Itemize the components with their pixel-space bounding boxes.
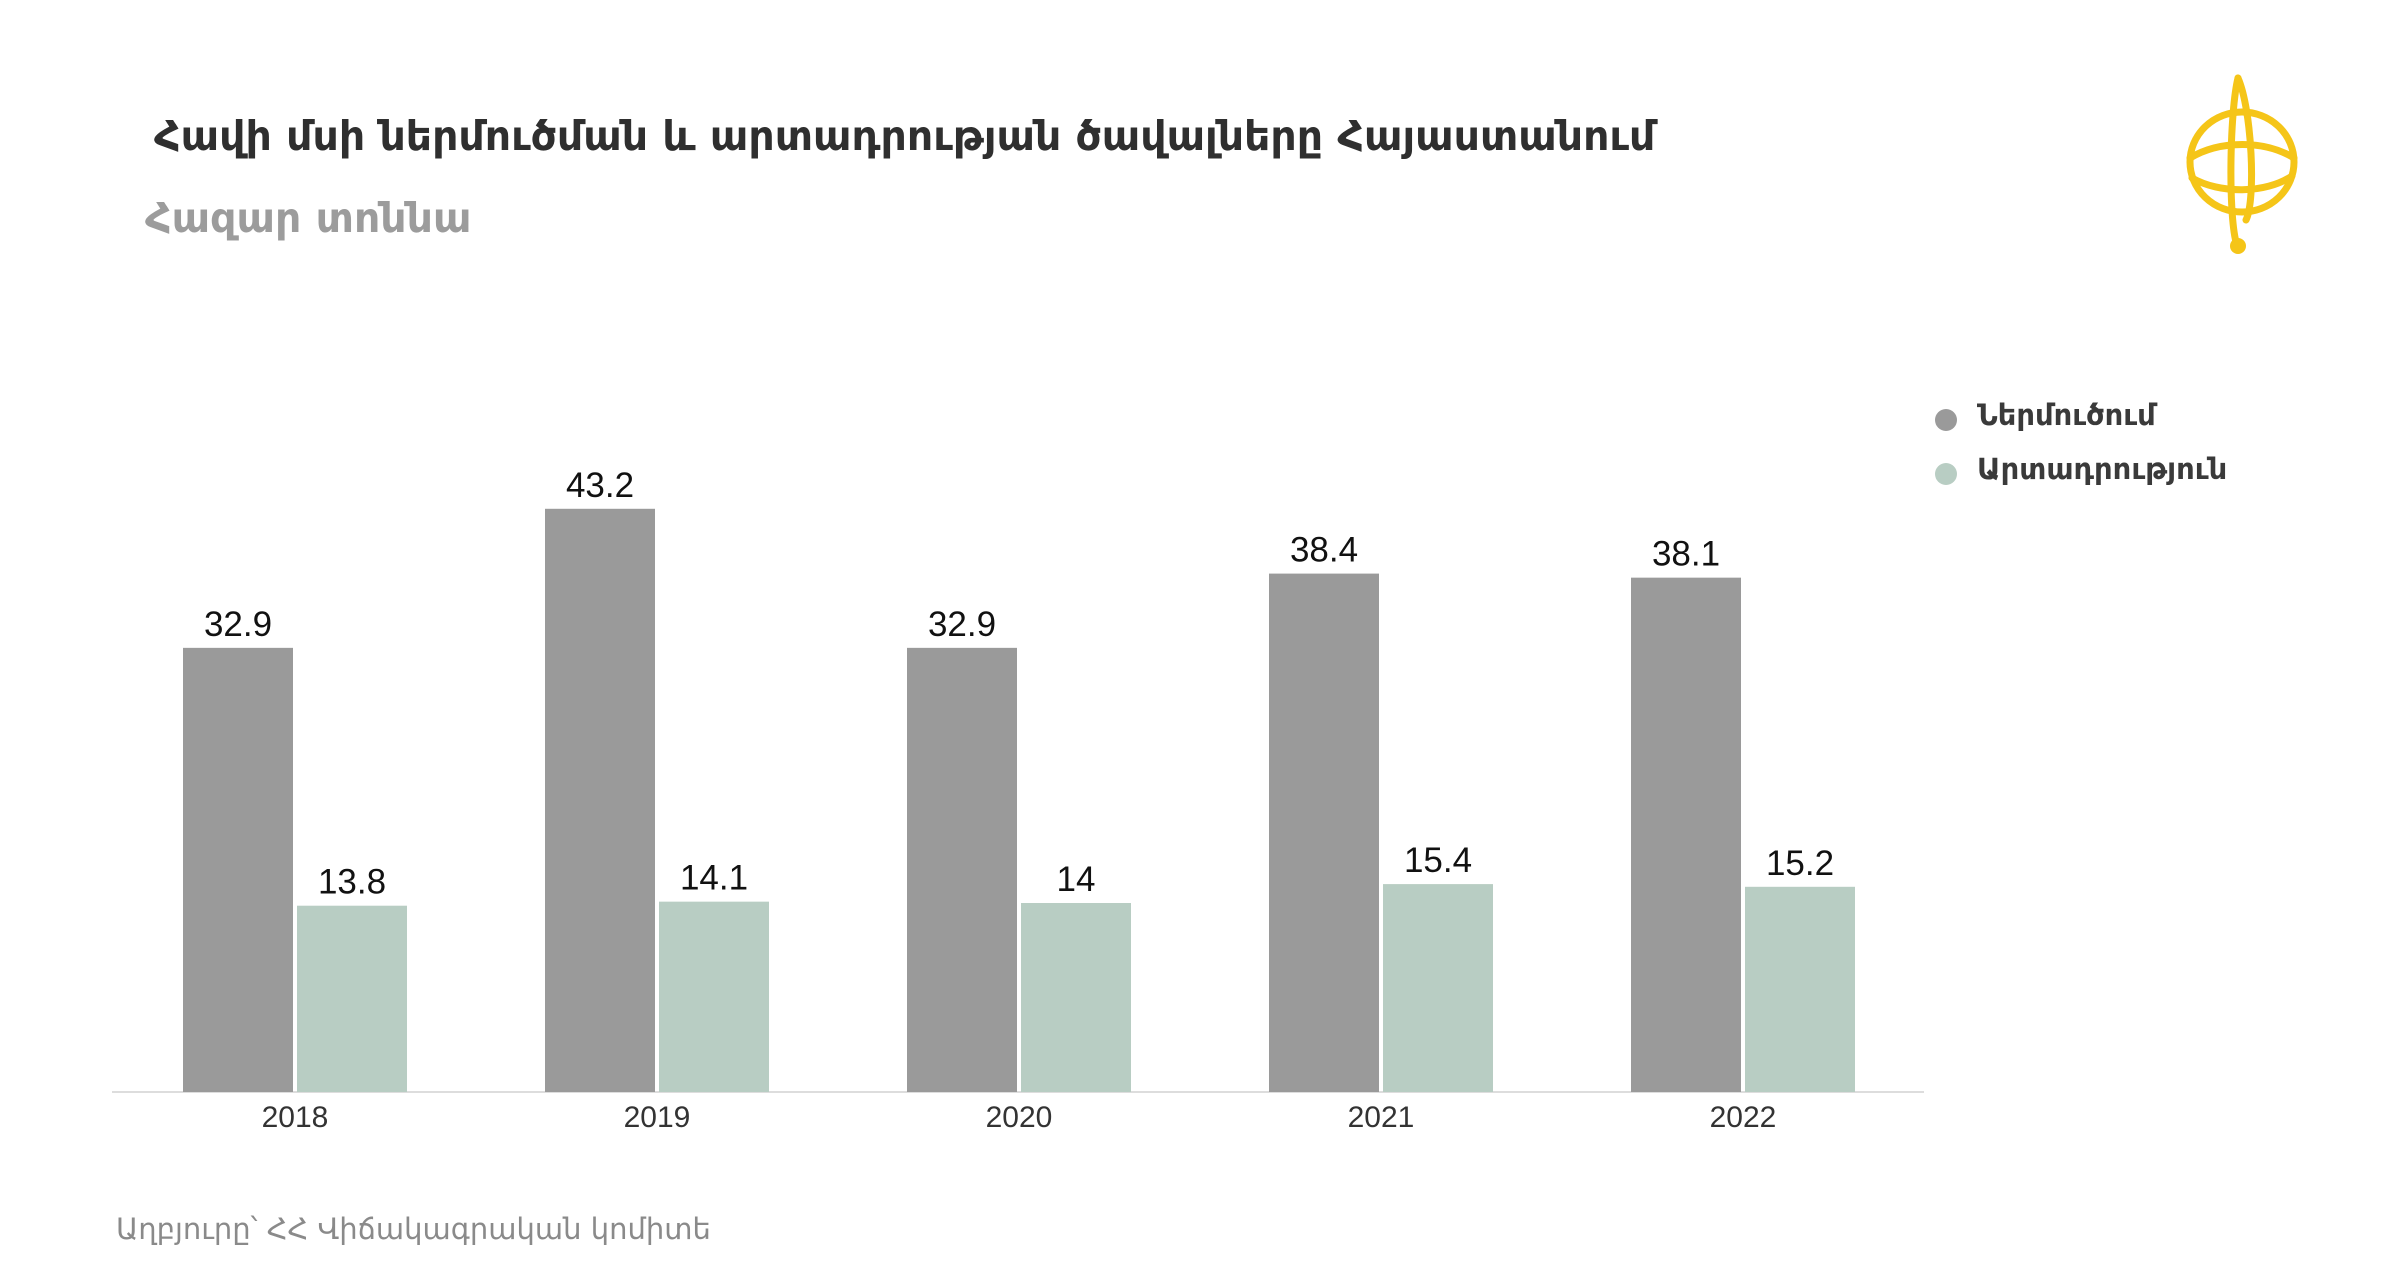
value-label-import-2018: 32.9 [204, 605, 272, 644]
value-label-production-2022: 15.2 [1766, 844, 1834, 883]
x-tick-label-2020: 2020 [986, 1101, 1053, 1134]
value-label-production-2019: 14.1 [680, 859, 748, 898]
bar-production-2021 [1383, 884, 1493, 1092]
value-label-import-2020: 32.9 [928, 605, 996, 644]
bar-production-2020 [1021, 903, 1131, 1092]
bar-import-2020 [907, 647, 1017, 1092]
bar-import-2022 [1631, 577, 1741, 1092]
chart-title: Հավի մսի ներմուծման և արտադրության ծավալ… [154, 112, 1656, 160]
legend-swatch-production [1935, 463, 1957, 485]
value-label-import-2019: 43.2 [566, 466, 634, 505]
legend-item-import: Ներմուծում [1935, 388, 2227, 442]
source-note: Աղբյուրը՝ ՀՀ Վիճակագրական կոմիտե [116, 1212, 711, 1246]
bar-production-2018 [297, 905, 407, 1092]
x-tick-label-2018: 2018 [262, 1101, 329, 1134]
bar-import-2018 [183, 647, 293, 1092]
x-tick-label-2022: 2022 [1710, 1101, 1777, 1134]
globe-pin-logo-icon [2186, 74, 2298, 254]
x-tick-label-2021: 2021 [1348, 1101, 1415, 1134]
chart-subtitle: Հազար տոննա [145, 194, 472, 242]
value-label-production-2018: 13.8 [318, 863, 386, 902]
bar-chart: 32.9 13.8 43.2 14.1 32.9 14 38.4 15.4 38.1 15.2 2… [112, 466, 1924, 1134]
value-labels-group: 32.9 13.8 43.2 14.1 32.9 14 38.4 15.4 38.1 15.2 [204, 466, 1834, 902]
value-label-production-2020: 14 [1057, 860, 1096, 899]
bar-production-2022 [1745, 886, 1855, 1092]
bar-import-2019 [545, 508, 655, 1092]
legend: Ներմուծում Արտադրություն [1935, 388, 2227, 496]
bar-import-2021 [1269, 573, 1379, 1092]
value-label-production-2021: 15.4 [1404, 841, 1472, 880]
legend-label-import: Ներմուծում [1977, 398, 2156, 432]
bars-group [183, 508, 1855, 1092]
value-label-import-2022: 38.1 [1652, 535, 1720, 574]
legend-label-production: Արտադրություն [1977, 452, 2228, 486]
value-label-import-2021: 38.4 [1290, 531, 1358, 570]
bar-production-2019 [659, 901, 769, 1092]
x-tick-label-2019: 2019 [624, 1101, 691, 1134]
x-tick-labels-group: 2018 2019 2020 2021 2022 [262, 1101, 1777, 1134]
legend-swatch-import [1935, 409, 1957, 431]
legend-item-production: Արտադրություն [1935, 442, 2227, 496]
